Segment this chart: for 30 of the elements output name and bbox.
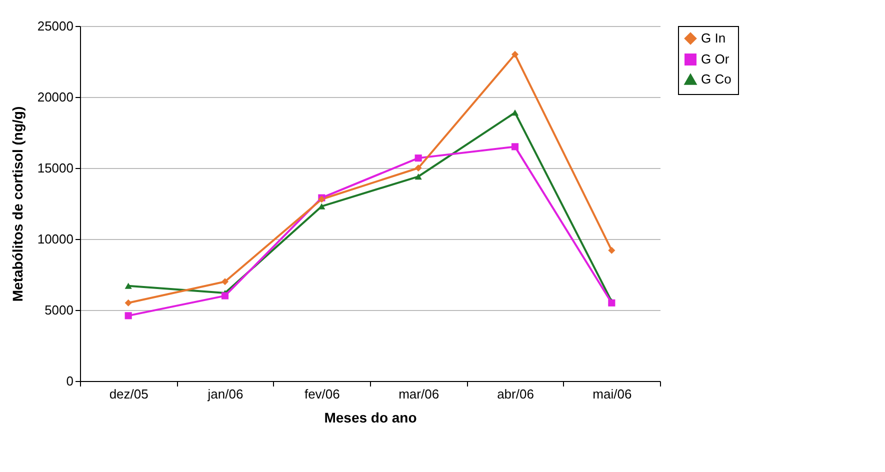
point xyxy=(124,312,132,320)
point xyxy=(414,154,422,162)
point xyxy=(511,110,519,116)
point xyxy=(511,50,519,58)
y-tick-label: 5000 xyxy=(44,302,74,318)
x-tick-label: mar/06 xyxy=(398,386,440,402)
y-tick-label: 20000 xyxy=(37,90,74,104)
point xyxy=(608,246,616,254)
y-tick-label: 10000 xyxy=(37,232,74,246)
point xyxy=(221,292,229,300)
legend-label: G Or xyxy=(701,52,730,66)
point xyxy=(414,173,422,180)
legend-label: G In xyxy=(701,30,726,46)
point xyxy=(318,203,326,210)
x-axis-title: Meses do ano xyxy=(324,410,417,426)
y-axis-title: Metabólitos de cortisol (ng/g) xyxy=(9,106,26,302)
x-tick-label: jan/06 xyxy=(206,386,244,402)
y-tick-label: 15000 xyxy=(37,160,74,176)
point xyxy=(124,282,132,289)
y-tick-label: 0 xyxy=(66,374,74,388)
x-tick-label: dez/05 xyxy=(109,386,148,402)
point xyxy=(511,143,519,150)
x-tick-label: mai/06 xyxy=(592,386,632,402)
x-tick-label: abr/06 xyxy=(497,386,534,402)
point xyxy=(124,299,132,306)
point xyxy=(221,278,229,286)
point xyxy=(414,164,422,172)
y-tick-label: 25000 xyxy=(37,18,74,34)
x-tick-label: fev/06 xyxy=(304,386,340,402)
legend-label: G Co xyxy=(701,72,732,86)
